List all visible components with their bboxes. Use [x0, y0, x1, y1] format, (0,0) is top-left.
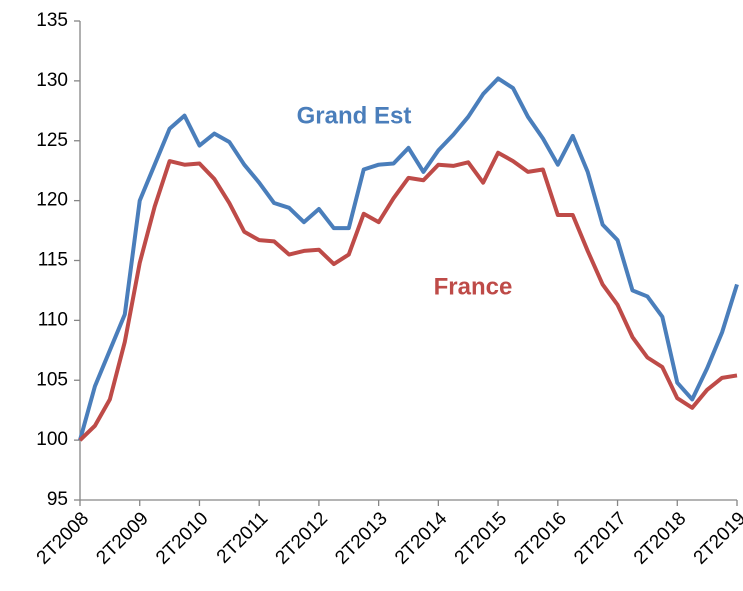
y-tick-label: 130 — [36, 70, 68, 91]
x-tick-label: 2T2012 — [272, 508, 332, 568]
y-tick-label: 95 — [47, 489, 68, 510]
series-label: France — [434, 273, 513, 300]
x-tick-label: 2T2013 — [331, 508, 391, 568]
y-tick-label: 110 — [38, 309, 68, 330]
x-tick-label: 2T2010 — [152, 508, 212, 568]
x-tick-label: 2T2014 — [391, 508, 452, 569]
x-tick-label: 2T2018 — [630, 508, 690, 568]
y-tick-label: 105 — [36, 369, 68, 390]
x-tick-label: 2T2008 — [33, 508, 93, 568]
x-tick-label: 2T2009 — [92, 508, 152, 568]
series-line — [78, 150, 738, 442]
x-tick-label: 2T2016 — [510, 508, 570, 568]
y-tick-label: 120 — [36, 190, 68, 211]
x-tick-label: 2T2019 — [690, 508, 743, 568]
x-tick-label: 2T2011 — [213, 508, 272, 567]
x-tick-label: 2T2015 — [451, 508, 511, 568]
y-tick-label: 135 — [36, 10, 68, 31]
y-tick-label: 115 — [38, 250, 68, 271]
series-label: Grand Est — [297, 102, 412, 129]
series-line — [78, 76, 739, 441]
x-tick-label: 2T2017 — [570, 508, 630, 568]
y-tick-label: 125 — [36, 130, 68, 151]
y-tick-label: 100 — [36, 429, 68, 450]
